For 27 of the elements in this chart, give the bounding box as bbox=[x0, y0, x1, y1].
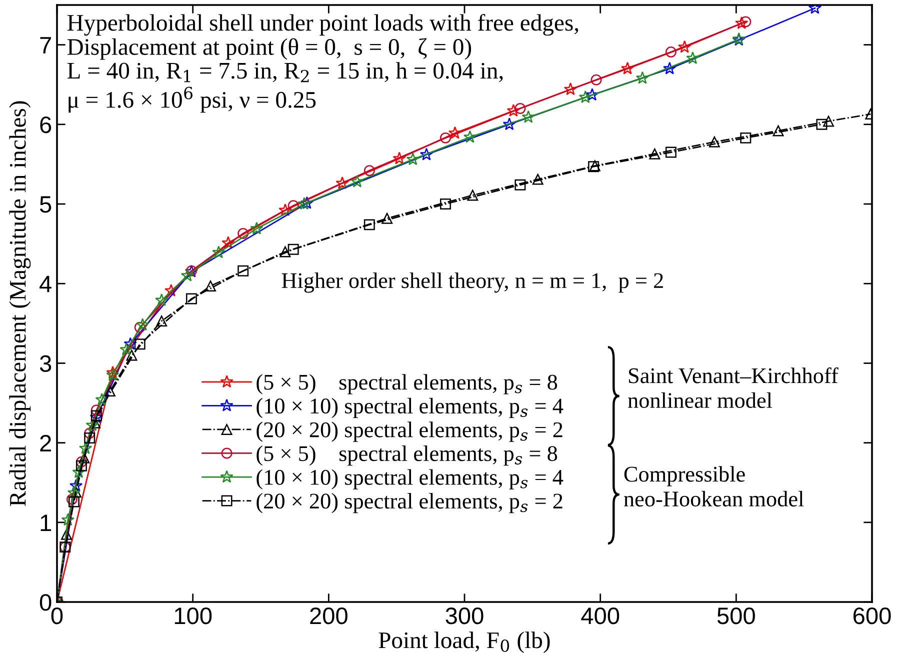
legend-label: (5 × 5) spectral elements, p$_{s}$ = 8 bbox=[256, 445, 558, 466]
x-tick-label: 500 bbox=[717, 607, 755, 624]
annotation: Saint Venant–Kirchhoff nonlinear model bbox=[628, 367, 838, 408]
x-tick-label: 200 bbox=[310, 607, 348, 624]
chart-title: Hyperboloidal shell under point loads with free edges, Displacement at point (θ = 0, s = 0, ζ = 0) L = 40 in, R$_{1}$ = 7.5 in, R$_{2}$ = 15 in, h = 0.04 in, μ = 1.6 × 10$^{6}$ psi, ν = 0.25 bbox=[67, 14, 578, 113]
x-tick-label: 600 bbox=[854, 607, 891, 624]
x-tick-label: 100 bbox=[174, 607, 212, 624]
y-tick-label: 3 bbox=[40, 355, 52, 372]
legend-label: (10 × 10) spectral elements, p$_{s}$ = 4 bbox=[256, 398, 564, 418]
y-tick-label: 4 bbox=[40, 276, 52, 292]
y-tick-label: 2 bbox=[40, 434, 51, 452]
y-tick-label: 6 bbox=[40, 116, 52, 134]
x-axis-title: Point load, F$_{0}$ (lb) bbox=[378, 632, 550, 654]
y-axis-title: Radial displacement (Magnitude in inches) bbox=[9, 101, 31, 506]
legend-label: (20 × 20) spectral elements, p$_{s}$ = 2 bbox=[256, 493, 562, 514]
x-tick-label: 300 bbox=[446, 607, 484, 624]
x-tick-label: 400 bbox=[581, 607, 620, 624]
legend-label: (10 × 10) spectral elements, p$_{s}$ = 4 bbox=[256, 469, 564, 490]
legend-label: (5 × 5) spectral elements, p$_{s}$ = 8 bbox=[256, 374, 558, 394]
y-tick-label: 7 bbox=[40, 37, 51, 54]
y-tick-label: 0 bbox=[40, 594, 52, 611]
annotation: Compressible neo-Hookean model bbox=[624, 466, 804, 507]
x-tick-label: 0 bbox=[51, 607, 63, 624]
legend-label: (20 × 20) spectral elements, p$_{s}$ = 2 bbox=[256, 422, 562, 442]
y-tick-label: 5 bbox=[40, 196, 52, 213]
annotation: Higher order shell theory, n = m = 1, p = 2 bbox=[282, 272, 663, 293]
y-tick-label: 1 bbox=[40, 514, 51, 531]
